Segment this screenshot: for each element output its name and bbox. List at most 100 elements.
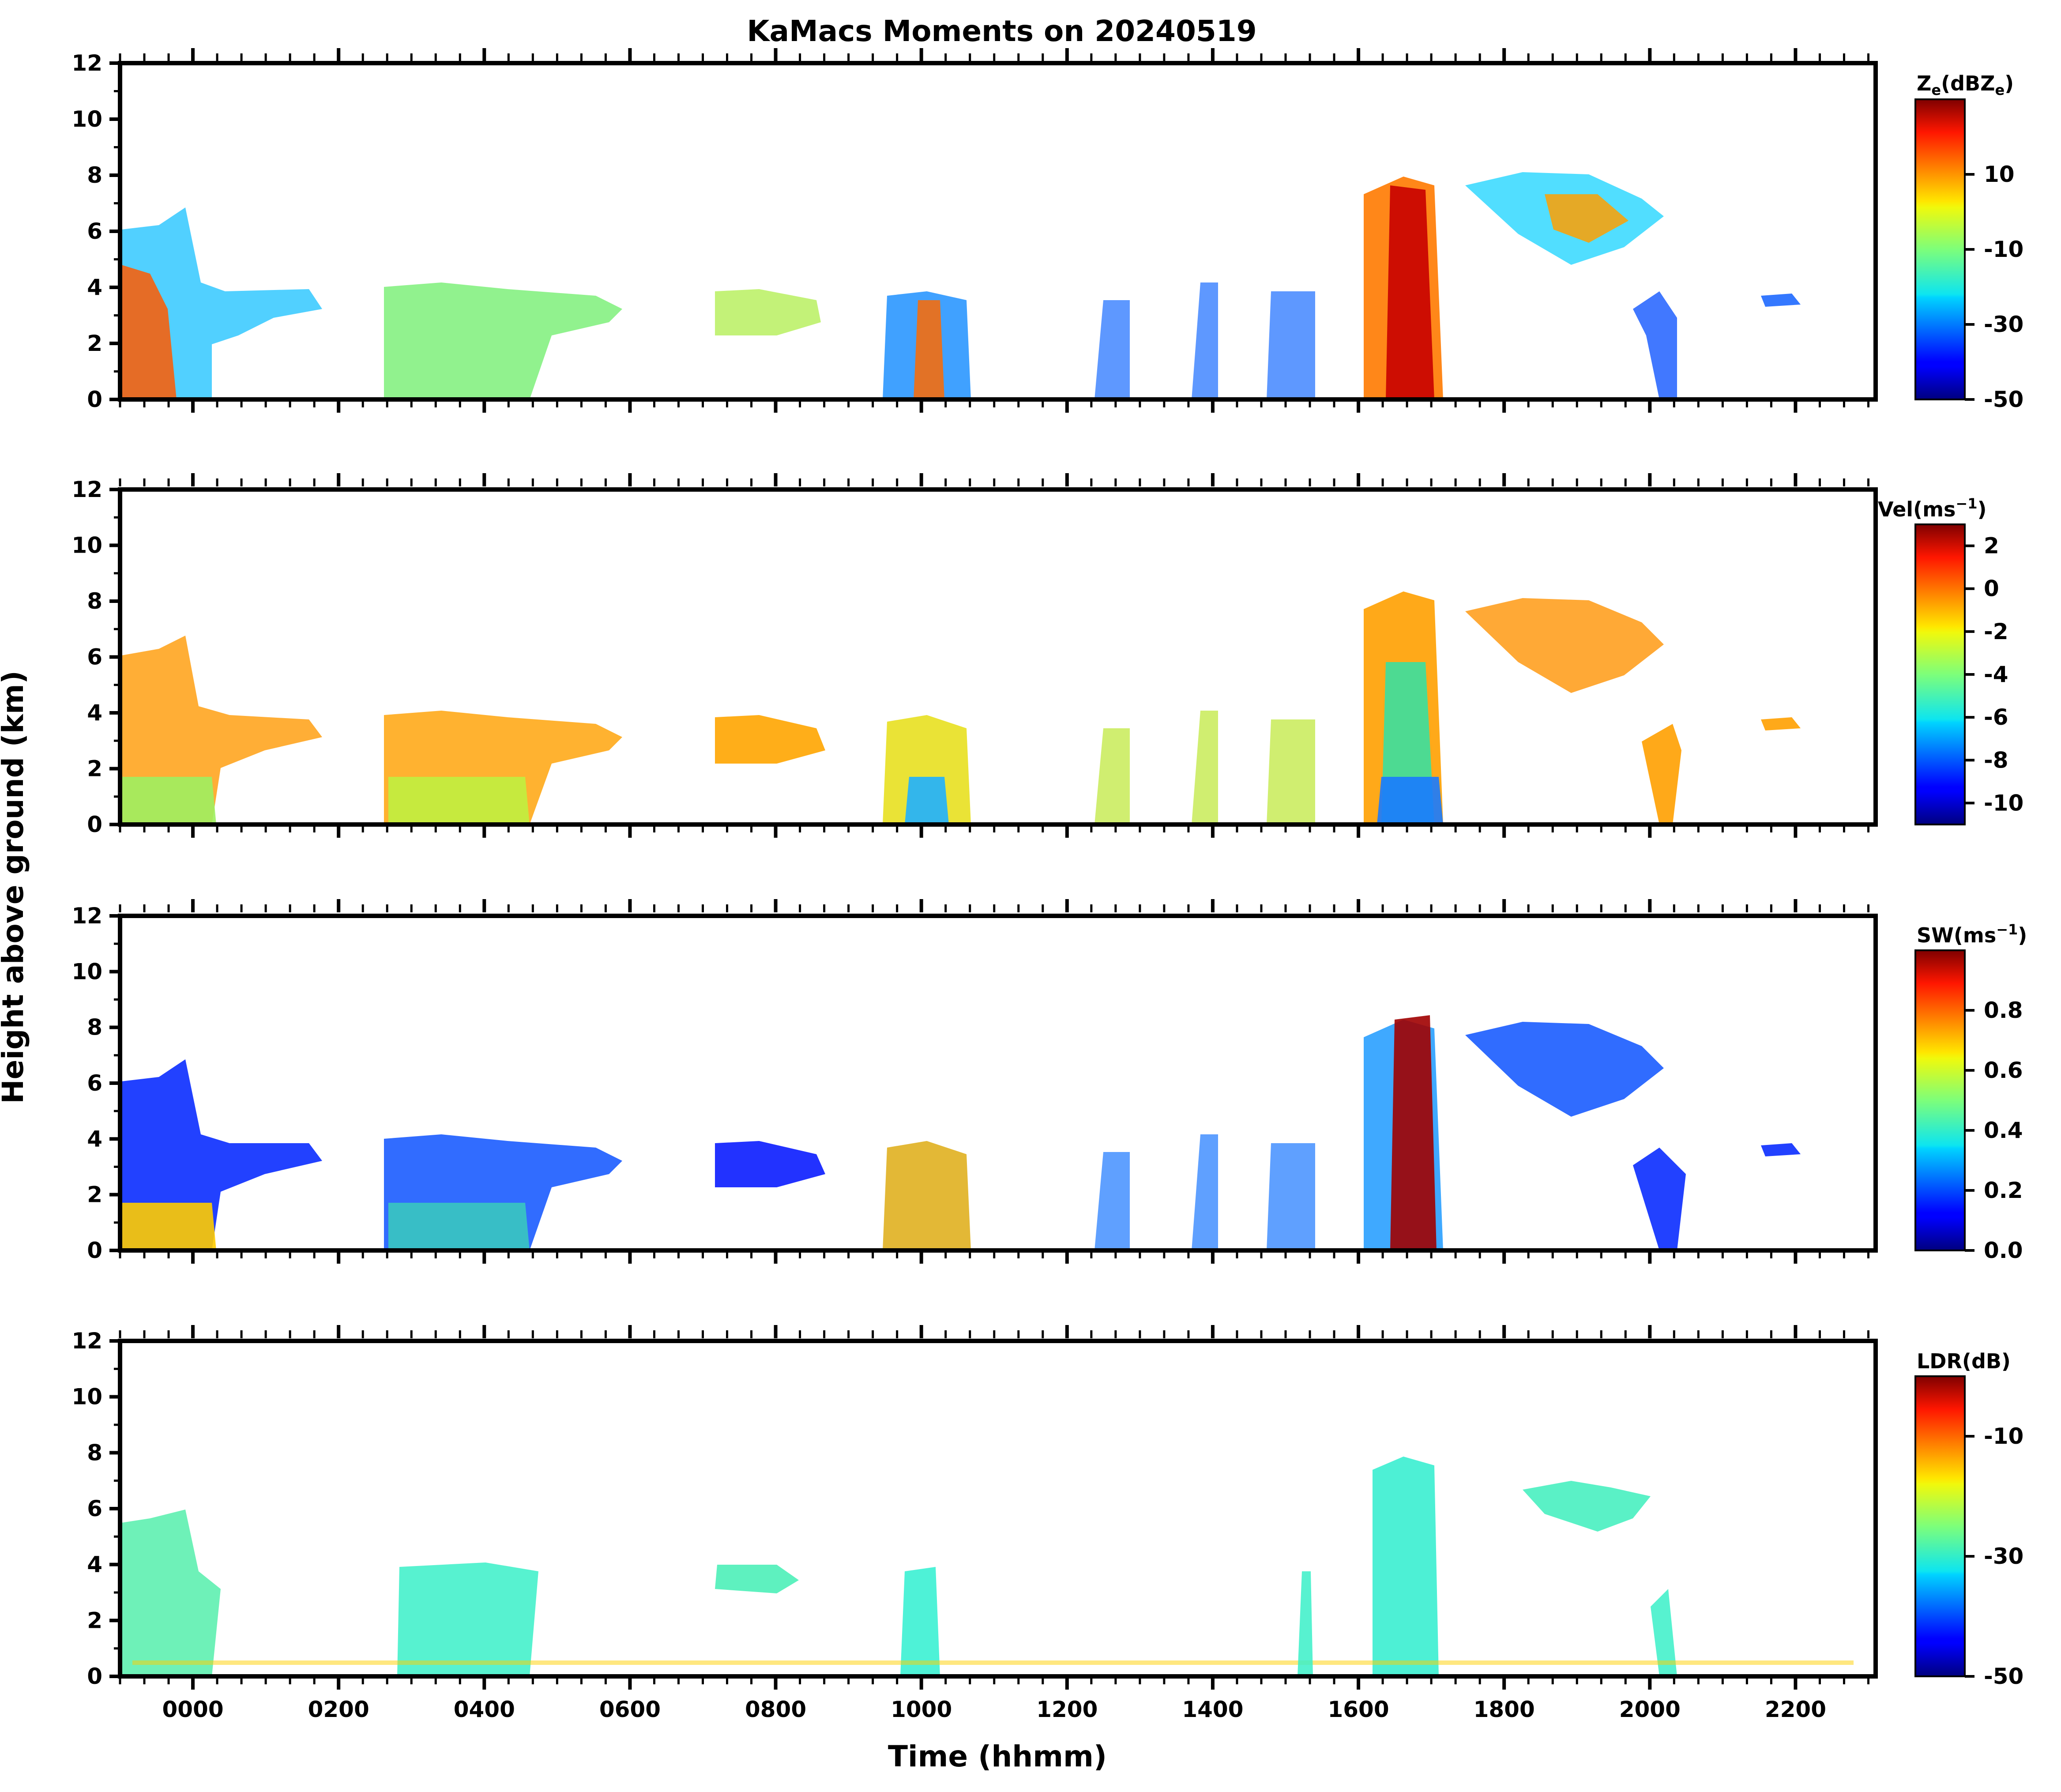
- sw-colorbar-label: SW(ms−1): [1917, 921, 2027, 947]
- vel-echo-1900: [1465, 598, 1664, 693]
- y-axis-label: Height above ground (km): [0, 670, 30, 1104]
- x-tick-label: 0200: [308, 1697, 369, 1722]
- sw-echo-2200: [1761, 1143, 1801, 1156]
- colorbar-tick-label: 10: [1984, 162, 2015, 187]
- ldr-echo-2000: [1651, 1589, 1677, 1676]
- y-tick-label: 12: [71, 1328, 102, 1354]
- y-tick-label: 6: [87, 1496, 102, 1521]
- sw-echo-scatter: [1094, 1134, 1315, 1250]
- vel-colorbar-label: Vel(ms−1): [1878, 495, 1987, 521]
- y-tick-label: 4: [87, 1552, 102, 1577]
- vel-echo-field: [121, 591, 1801, 824]
- x-axis-label: Time (hhmm): [888, 1739, 1107, 1773]
- vel-colorbar-ticks: -10 -8 -6 -4 -2 0 2: [1965, 533, 2023, 816]
- ze-colorbar-label: Ze(dBZe): [1917, 72, 2014, 98]
- ldr-echo-field: [121, 1457, 1854, 1676]
- vel-echo-0730: [715, 715, 825, 764]
- colorbar-tick-label: 0.2: [1984, 1178, 2023, 1203]
- colorbar-tick-label: -50: [1984, 1664, 2023, 1689]
- y-tick-label: 2: [87, 331, 102, 356]
- y-tick-label: 0: [87, 387, 102, 412]
- ldr-echo-melting-layer: [132, 1660, 1854, 1665]
- ze-colorbar: [1914, 98, 1966, 400]
- ldr-colorbar-ticks: -50 -30 -10: [1965, 1423, 2023, 1689]
- x-tick-label: 0600: [599, 1697, 661, 1722]
- x-tick-label: 0800: [745, 1697, 806, 1722]
- ldr-echo-1640: [1373, 1457, 1439, 1676]
- sw-colorbar: [1914, 949, 1966, 1251]
- y-tick-label: 0: [87, 812, 102, 837]
- y-tick-label: 12: [71, 477, 102, 502]
- y-tick-label: 8: [87, 162, 102, 188]
- y-tick-label: 0: [87, 1664, 102, 1689]
- y-tick-label: 10: [71, 533, 102, 558]
- y-tick-label: 6: [87, 644, 102, 670]
- colorbar-tick-label: 0.6: [1984, 1058, 2023, 1083]
- ze-echo-field: [121, 172, 1801, 399]
- y-tick-label: 2: [87, 1608, 102, 1633]
- ze-y-axis: 0 2 4 6 8 10 12: [71, 50, 120, 412]
- vel-colorbar: [1914, 523, 1966, 825]
- ze-echo-scatter: [1094, 282, 1315, 399]
- sw-echo-early-low: [121, 1203, 216, 1250]
- ze-colorbar-ticks: -50 -30 -10 10: [1965, 162, 2023, 412]
- vel-echo-1000-low: [905, 777, 949, 824]
- vel-echo-1640-low: [1377, 777, 1443, 824]
- sw-echo-1640-core: [1390, 1015, 1437, 1250]
- vel-echo-2200: [1761, 717, 1801, 730]
- sw-echo-early: [121, 1059, 322, 1250]
- ze-echo-0730: [715, 289, 821, 335]
- vel-y-axis: 0 2 4 6 8 10 12: [71, 477, 120, 837]
- ze-echo-early-core: [121, 265, 177, 399]
- y-tick-label: 4: [87, 1126, 102, 1152]
- ldr-echo-early: [121, 1510, 221, 1676]
- y-tick-label: 0: [87, 1238, 102, 1263]
- colorbar-tick-label: -30: [1984, 312, 2023, 337]
- vel-echo-0300-low: [388, 777, 530, 824]
- y-tick-label: 10: [71, 959, 102, 984]
- sw-echo-0300-low: [388, 1203, 530, 1250]
- ldr-echo-1000: [900, 1567, 940, 1676]
- x-tick-label: 0400: [454, 1697, 515, 1722]
- x-tick-label: 1200: [1036, 1697, 1098, 1722]
- panel-vel: 0 2 4 6 8 10 12 -10 -8 -6 -4 -2 0 2 Vel(ms−1): [71, 473, 2023, 838]
- colorbar-tick-label: -50: [1984, 387, 2023, 412]
- x-tick-label: 1000: [891, 1697, 952, 1722]
- y-tick-label: 2: [87, 1182, 102, 1208]
- ldr-colorbar: [1914, 1375, 1966, 1677]
- sw-y-axis: 0 2 4 6 8 10 12: [71, 903, 120, 1263]
- sw-echo-field: [121, 1015, 1801, 1250]
- ze-echo-0300: [384, 282, 622, 399]
- colorbar-tick-label: 0.8: [1984, 998, 2023, 1023]
- colorbar-tick-label: -10: [1984, 1423, 2023, 1449]
- ldr-echo-1500: [1298, 1571, 1313, 1676]
- colorbar-tick-label: -10: [1984, 790, 2023, 816]
- y-tick-label: 8: [87, 1015, 102, 1040]
- x-tick-label: 2000: [1619, 1697, 1681, 1722]
- x-tick-label: 0000: [162, 1697, 223, 1722]
- vel-echo-early-low: [121, 777, 216, 824]
- sw-echo-1900: [1465, 1022, 1664, 1117]
- panel-ze: 0 2 4 6 8 10 12 -50 -30 -10 10 Ze(dBZe): [71, 48, 2023, 413]
- colorbar-tick-label: -30: [1984, 1544, 2023, 1569]
- ze-x-axis: [119, 48, 1869, 413]
- y-tick-label: 12: [71, 50, 102, 76]
- vel-echo-1000: [883, 715, 971, 824]
- y-tick-label: 4: [87, 700, 102, 726]
- colorbar-tick-label: -8: [1984, 747, 2008, 773]
- y-tick-label: 2: [87, 756, 102, 782]
- x-tick-label: 1600: [1328, 1697, 1389, 1722]
- ze-echo-2000: [1633, 291, 1677, 399]
- sw-colorbar-ticks: 0.0 0.2 0.4 0.6 0.8: [1965, 998, 2023, 1263]
- colorbar-tick-label: 0: [1984, 576, 1999, 602]
- panel-ldr: 0 2 4 6 8 10 12 0000 0200 0400 0600 0800 1000 1200 14…: [71, 1325, 2023, 1722]
- y-tick-label: 4: [87, 275, 102, 300]
- ze-echo-1900-core: [1545, 194, 1628, 243]
- ldr-echo-1900: [1523, 1481, 1651, 1532]
- vel-x-axis: [119, 473, 1869, 838]
- sw-echo-0730: [715, 1141, 825, 1187]
- ldr-x-axis: 0000 0200 0400 0600 0800 1000 1200 1400 1600 1800…: [119, 1325, 1869, 1722]
- y-tick-label: 8: [87, 1440, 102, 1465]
- colorbar-tick-label: -6: [1984, 704, 2008, 730]
